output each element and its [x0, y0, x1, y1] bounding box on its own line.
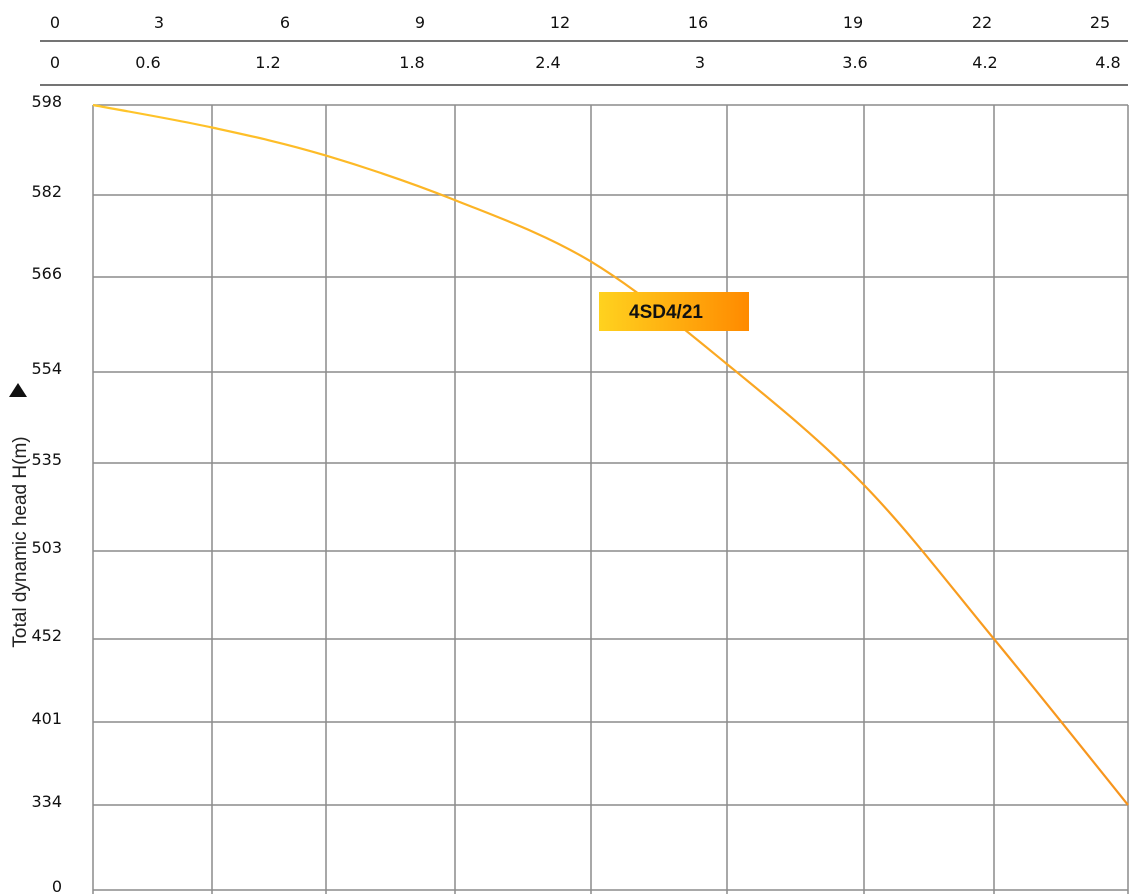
- top-tick-label: 9: [415, 13, 425, 32]
- top-tick-label: 25: [1090, 13, 1110, 32]
- top-flow-axis: 0 3 6 9 12 16 19 22 25: [40, 13, 1128, 42]
- top-tick-label: 19: [843, 13, 863, 32]
- top-tick-label: 3: [154, 13, 164, 32]
- grid-lines: [92, 104, 1129, 894]
- top-tick-label: 12: [550, 13, 570, 32]
- series-line-4sd4-21: [92, 103, 1129, 806]
- bottom-flow-axis: 0 0.6 1.2 1.8 2.4 3 3.6 4.2 4.8: [40, 53, 1128, 86]
- y-axis: 598 582 566 554 535 503 452 401 334 0: [31, 92, 62, 894]
- top-tick-label: 22: [972, 13, 992, 32]
- y-tick-label: 452: [31, 626, 62, 645]
- y-tick-label: 554: [31, 359, 62, 378]
- y-axis-title: Total dynamic head H(m): [10, 436, 31, 647]
- bottom-tick-label: 3.6: [842, 53, 867, 72]
- y-tick-label: 582: [31, 182, 62, 201]
- series-label: 4SD4/21: [599, 292, 749, 331]
- y-tick-label: 566: [31, 264, 62, 283]
- bottom-tick-label: 1.2: [255, 53, 280, 72]
- top-tick-label: 16: [688, 13, 708, 32]
- series-layer: [92, 103, 1129, 806]
- bottom-tick-label: 4.2: [972, 53, 997, 72]
- bottom-tick-label: 0.6: [135, 53, 160, 72]
- y-tick-label: 535: [31, 450, 62, 469]
- top-tick-label: 0: [50, 13, 60, 32]
- bottom-tick-label: 0: [50, 53, 60, 72]
- bottom-tick-label: 1.8: [399, 53, 424, 72]
- series-label-box: [599, 292, 749, 331]
- y-tick-label: 503: [31, 538, 62, 557]
- y-axis-title-group: Total dynamic head H(m): [9, 383, 31, 648]
- up-arrow-icon: [9, 383, 27, 397]
- y-tick-label: 334: [31, 792, 62, 811]
- series-label-text: 4SD4/21: [629, 302, 703, 323]
- bottom-tick-label: 4.8: [1095, 53, 1120, 72]
- y-tick-label: 401: [31, 709, 62, 728]
- y-tick-label: 0: [52, 877, 62, 894]
- bottom-tick-label: 3: [695, 53, 705, 72]
- bottom-tick-label: 2.4: [535, 53, 560, 72]
- top-tick-label: 6: [280, 13, 290, 32]
- y-tick-label: 598: [31, 92, 62, 111]
